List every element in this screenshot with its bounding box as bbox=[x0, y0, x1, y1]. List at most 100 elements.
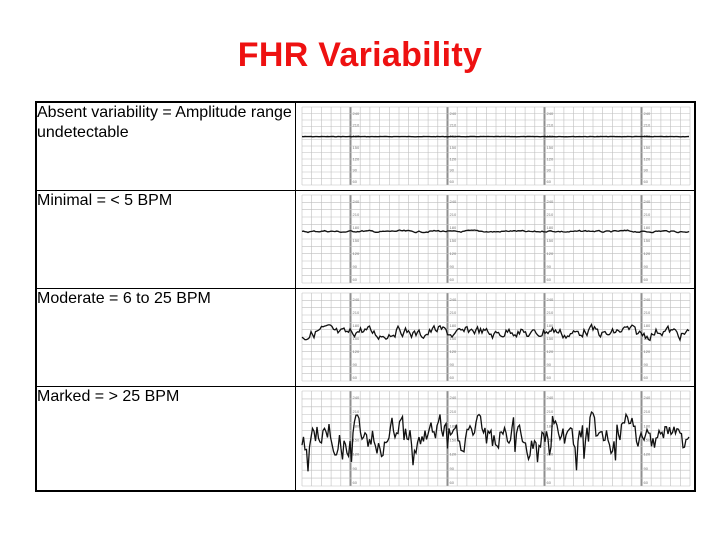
strip-scale-label: 120 bbox=[644, 349, 651, 354]
strip-scale-label: 60 bbox=[450, 179, 455, 184]
table-row: Absent variability = Amplitude range und… bbox=[35, 101, 696, 191]
strip-scale-label: 120 bbox=[353, 156, 360, 161]
strip-scale-label: 60 bbox=[547, 179, 552, 184]
strip-scale-label: 210 bbox=[450, 409, 457, 414]
strip-scale-label: 60 bbox=[353, 179, 358, 184]
strip-scale-label: 60 bbox=[547, 480, 552, 485]
strip-scale-label: 90 bbox=[644, 168, 649, 173]
strip-scale-label: 120 bbox=[450, 251, 457, 256]
strip-scale-label: 60 bbox=[644, 375, 649, 380]
strip-scale-label: 180 bbox=[450, 225, 457, 230]
strip-scale-label: 150 bbox=[547, 145, 554, 150]
strip-scale-label: 180 bbox=[353, 323, 360, 328]
row-label-moderate: Moderate = 6 to 25 BPM bbox=[35, 287, 296, 387]
strip-scale-label: 90 bbox=[547, 465, 552, 470]
strip-scale-label: 90 bbox=[547, 168, 552, 173]
variability-table: Absent variability = Amplitude range und… bbox=[35, 101, 696, 492]
strip-scale-label: 60 bbox=[450, 277, 455, 282]
strip-scale-label: 150 bbox=[644, 336, 651, 341]
strip-cell-minimal: 240 210 180 150 120 90 60 240 210 180 150 120 90 60 24… bbox=[295, 189, 696, 289]
strip-scale-label: 60 bbox=[644, 277, 649, 282]
strip-scale-label: 150 bbox=[644, 238, 651, 243]
strip-scale-label: 240 bbox=[547, 297, 554, 302]
strip-grid: 240 210 180 150 120 90 60 240 210 180 150 120 90 60 24… bbox=[301, 390, 691, 486]
strip-grid: 240 210 180 150 120 90 60 240 210 180 150 120 90 60 24… bbox=[301, 292, 691, 381]
fhr-trace-line bbox=[301, 228, 690, 233]
strip-scale-label: 210 bbox=[353, 409, 360, 414]
strip-scale-label: 150 bbox=[353, 437, 360, 442]
strip-scale-label: 240 bbox=[644, 111, 651, 116]
strip-scale-label: 210 bbox=[450, 122, 457, 127]
fhr-trace-line bbox=[301, 410, 690, 471]
strip-scale-label: 120 bbox=[450, 156, 457, 161]
strip-scale-label: 210 bbox=[644, 212, 651, 217]
strip-scale-label: 210 bbox=[644, 122, 651, 127]
table-row: Minimal = < 5 BPM 240 210 180 150 120 90 60 240… bbox=[35, 189, 696, 289]
slide-title: FHR Variability bbox=[237, 36, 483, 74]
fhr-strip-moderate: 240 210 180 150 120 90 60 240 210 180 150 120 90 60 24… bbox=[301, 292, 691, 381]
strip-scale-label: 180 bbox=[644, 323, 651, 328]
strip-scale-label: 150 bbox=[547, 437, 554, 442]
strip-scale-label: 90 bbox=[547, 264, 552, 269]
strip-scale-label: 180 bbox=[450, 323, 457, 328]
fhr-strip-absent: 2402101801501209060240210180150120906024… bbox=[301, 106, 691, 186]
strip-scale-label: 240 bbox=[450, 395, 457, 400]
strip-scale-label: 90 bbox=[450, 362, 455, 367]
strip-scale-label: 150 bbox=[450, 437, 457, 442]
fhr-strip-minimal: 240 210 180 150 120 90 60 240 210 180 150 120 90 60 24… bbox=[301, 194, 691, 283]
strip-scale-label: 210 bbox=[353, 122, 360, 127]
strip-scale-label: 60 bbox=[547, 277, 552, 282]
strip-scale-label: 240 bbox=[644, 395, 651, 400]
strip-scale-label: 120 bbox=[644, 251, 651, 256]
strip-scale-label: 240 bbox=[353, 395, 360, 400]
table-row: Moderate = 6 to 25 BPM 240 210 180 150 120 90… bbox=[35, 287, 696, 387]
strip-scale-label: 120 bbox=[644, 451, 651, 456]
strip-scale-label: 240 bbox=[353, 111, 360, 116]
strip-scale-label: 60 bbox=[644, 480, 649, 485]
strip-scale-label: 90 bbox=[644, 465, 649, 470]
strip-scale-label: 90 bbox=[353, 264, 358, 269]
fhr-strip-marked: 240 210 180 150 120 90 60 240 210 180 150 120 90 60 24… bbox=[301, 390, 691, 486]
strip-scale-label: 150 bbox=[644, 437, 651, 442]
strip-scale-label: 60 bbox=[353, 277, 358, 282]
strip-scale-label: 60 bbox=[353, 375, 358, 380]
strip-scale-label: 120 bbox=[450, 349, 457, 354]
strip-scale-label: 120 bbox=[353, 349, 360, 354]
strip-scale-label: 240 bbox=[450, 111, 457, 116]
strip-scale-label: 90 bbox=[644, 362, 649, 367]
strip-scale-label: 180 bbox=[450, 423, 457, 428]
strip-scale-label: 150 bbox=[353, 336, 360, 341]
strip-scale-label: 210 bbox=[450, 310, 457, 315]
row-label-absent: Absent variability = Amplitude range und… bbox=[35, 101, 296, 191]
strip-scale-label: 180 bbox=[547, 225, 554, 230]
strip-scale-label: 120 bbox=[547, 251, 554, 256]
strip-scale-label: 150 bbox=[450, 145, 457, 150]
strip-scale-label: 240 bbox=[547, 395, 554, 400]
strip-scale-label: 90 bbox=[353, 362, 358, 367]
strip-scale-label: 240 bbox=[353, 297, 360, 302]
strip-scale-label: 90 bbox=[353, 168, 358, 173]
strip-scale-label: 240 bbox=[644, 297, 651, 302]
strip-scale-label: 60 bbox=[547, 375, 552, 380]
strip-scale-label: 120 bbox=[353, 451, 360, 456]
strip-scale-label: 180 bbox=[353, 225, 360, 230]
strip-scale-label: 240 bbox=[547, 199, 554, 204]
strip-scale-label: 60 bbox=[450, 480, 455, 485]
strip-scale-label: 210 bbox=[547, 212, 554, 217]
strip-grid: 240 210 180 150 120 90 60 240 210 180 150 120 90 60 24… bbox=[301, 194, 691, 283]
strip-scale-label: 240 bbox=[450, 297, 457, 302]
strip-scale-label: 60 bbox=[644, 179, 649, 184]
strip-cell-moderate: 240 210 180 150 120 90 60 240 210 180 150 120 90 60 24… bbox=[295, 287, 696, 387]
strip-scale-label: 240 bbox=[450, 199, 457, 204]
strip-scale-label: 210 bbox=[644, 310, 651, 315]
strip-scale-label: 180 bbox=[353, 423, 360, 428]
strip-scale-label: 90 bbox=[353, 465, 358, 470]
strip-scale-label: 150 bbox=[644, 145, 651, 150]
strip-scale-label: 180 bbox=[547, 323, 554, 328]
strip-scale-label: 120 bbox=[547, 349, 554, 354]
strip-scale-label: 240 bbox=[353, 199, 360, 204]
strip-scale-label: 180 bbox=[644, 225, 651, 230]
strip-cell-absent: 240 210 180 150 120 90 60 240 210 180 150 120 90 60 24… bbox=[295, 101, 696, 191]
table-row: Marked = > 25 BPM 240 210 180 150 120 90 60 240… bbox=[35, 385, 696, 492]
strip-scale-label: 210 bbox=[644, 409, 651, 414]
